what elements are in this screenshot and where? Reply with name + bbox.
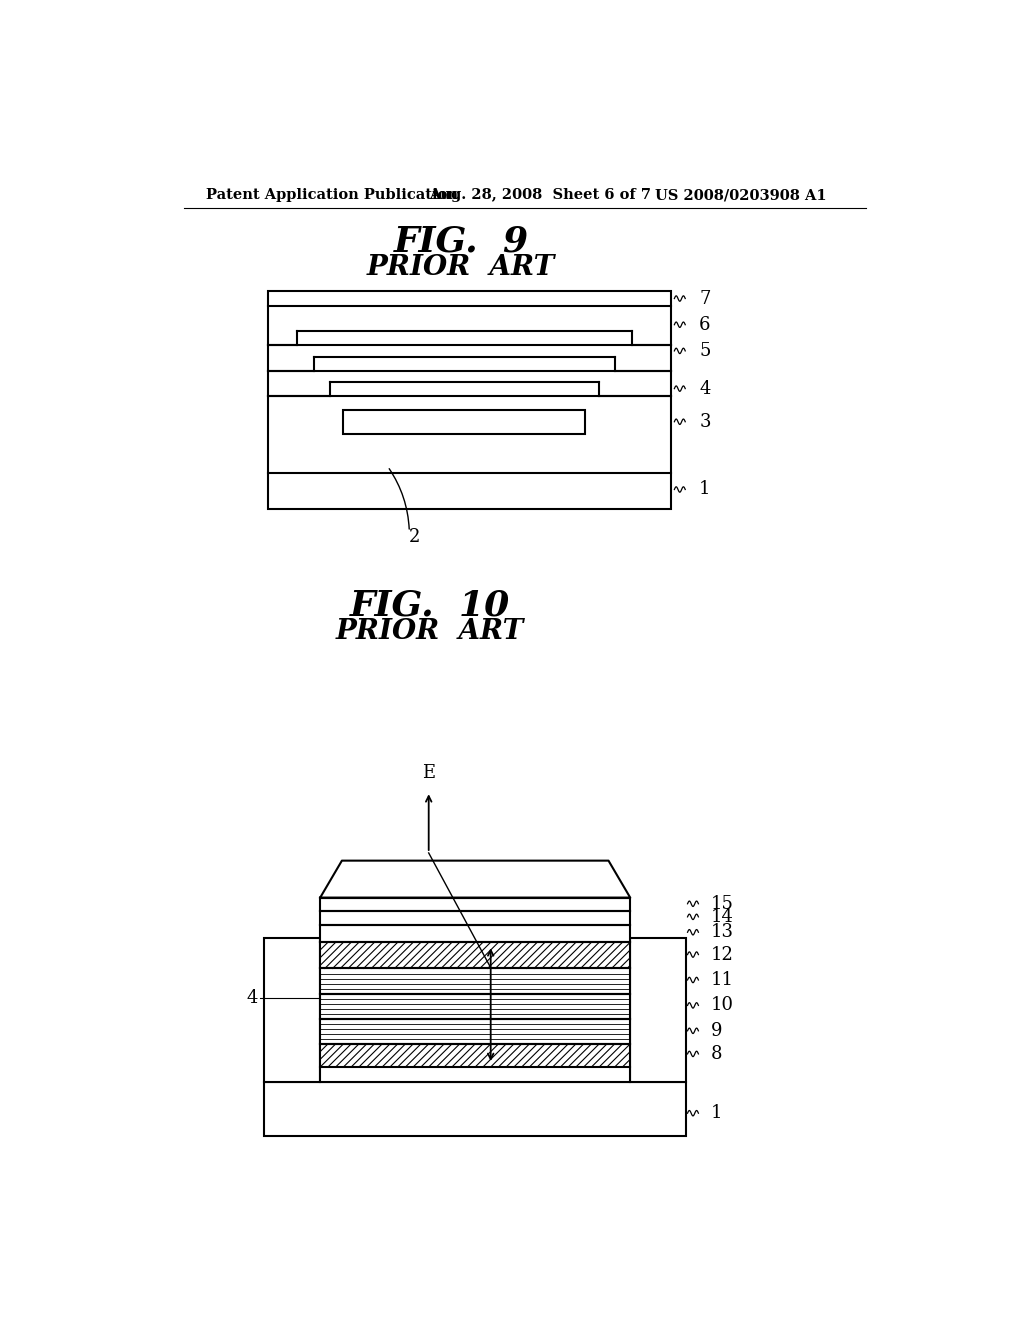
Text: 9: 9: [711, 1022, 722, 1040]
Text: 7: 7: [699, 289, 711, 308]
Text: 6: 6: [699, 315, 711, 334]
Bar: [314, 358, 614, 371]
Text: Aug. 28, 2008  Sheet 6 of 7: Aug. 28, 2008 Sheet 6 of 7: [429, 189, 650, 202]
Text: 3: 3: [699, 413, 711, 430]
Text: 4: 4: [699, 380, 711, 397]
Bar: [321, 898, 630, 1082]
Text: US 2008/0203908 A1: US 2008/0203908 A1: [655, 189, 826, 202]
Text: E: E: [422, 764, 435, 781]
Text: FIG.  9: FIG. 9: [393, 224, 528, 259]
Text: 4: 4: [246, 989, 257, 1007]
Bar: [267, 290, 671, 508]
Text: 1: 1: [711, 1105, 722, 1122]
Polygon shape: [321, 861, 630, 898]
Text: 1: 1: [699, 480, 711, 499]
Text: 14: 14: [711, 908, 733, 925]
Text: 15: 15: [711, 895, 733, 912]
Bar: [343, 411, 586, 434]
Bar: [630, 937, 686, 1082]
Text: 2: 2: [409, 528, 421, 546]
Text: 13: 13: [711, 923, 734, 941]
Text: 8: 8: [711, 1045, 722, 1063]
Bar: [330, 381, 599, 396]
Text: 10: 10: [711, 997, 734, 1014]
Text: PRIOR  ART: PRIOR ART: [368, 255, 555, 281]
Text: FIG.  10: FIG. 10: [350, 587, 510, 622]
Bar: [297, 331, 632, 345]
Bar: [263, 937, 321, 1082]
Text: Patent Application Publication: Patent Application Publication: [206, 189, 458, 202]
Bar: [263, 1082, 686, 1137]
Text: 12: 12: [711, 945, 733, 964]
Text: 5: 5: [699, 342, 711, 360]
Text: 11: 11: [711, 972, 734, 989]
Text: PRIOR  ART: PRIOR ART: [336, 618, 524, 644]
